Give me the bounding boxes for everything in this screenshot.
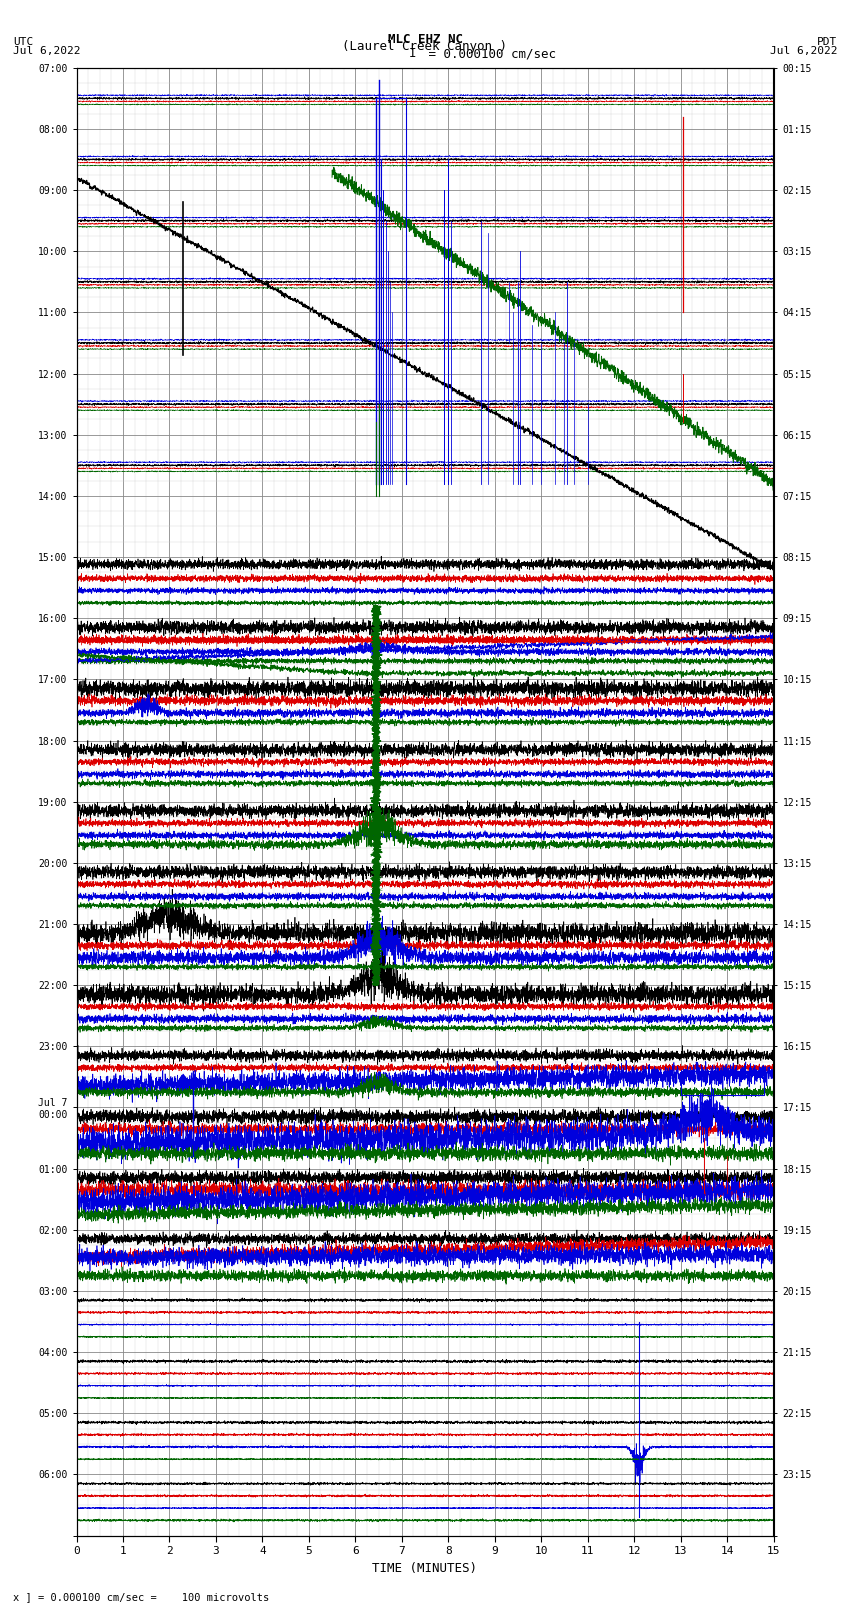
Text: UTC: UTC xyxy=(13,37,33,47)
Text: PDT: PDT xyxy=(817,37,837,47)
Text: Jul 6,2022: Jul 6,2022 xyxy=(13,47,80,56)
Bar xyxy=(681,1071,764,1095)
Text: = 0.000100 cm/sec: = 0.000100 cm/sec xyxy=(421,47,556,60)
Text: Jul 6,2022: Jul 6,2022 xyxy=(770,47,837,56)
X-axis label: TIME (MINUTES): TIME (MINUTES) xyxy=(372,1561,478,1574)
Text: (Laurel Creek Canyon ): (Laurel Creek Canyon ) xyxy=(343,40,507,53)
Text: MLC EHZ NC: MLC EHZ NC xyxy=(388,32,462,45)
Text: I: I xyxy=(409,47,416,60)
Text: x ] = 0.000100 cm/sec =    100 microvolts: x ] = 0.000100 cm/sec = 100 microvolts xyxy=(13,1592,269,1602)
